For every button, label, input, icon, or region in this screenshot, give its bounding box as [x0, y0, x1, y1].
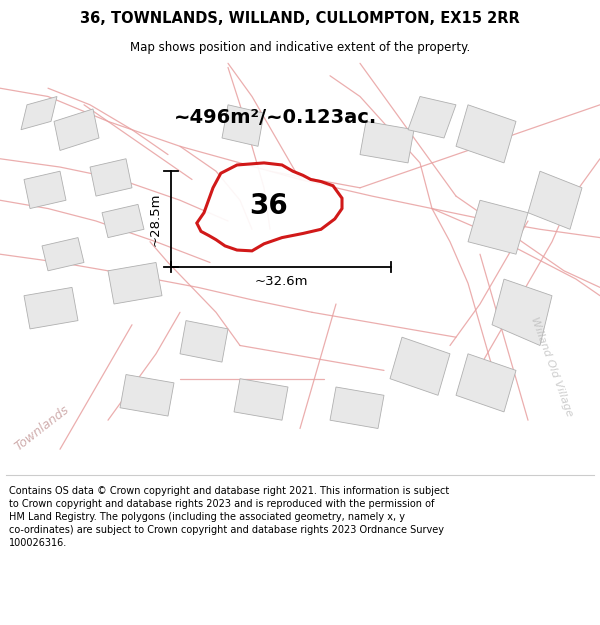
Polygon shape [222, 105, 264, 146]
Text: Townlands: Townlands [12, 403, 72, 454]
Polygon shape [108, 262, 162, 304]
Polygon shape [528, 171, 582, 229]
Text: ~496m²/~0.123ac.: ~496m²/~0.123ac. [175, 107, 377, 127]
Polygon shape [24, 288, 78, 329]
Polygon shape [90, 159, 132, 196]
Polygon shape [234, 379, 288, 420]
Polygon shape [468, 200, 528, 254]
Polygon shape [24, 171, 66, 209]
Polygon shape [21, 96, 57, 130]
Polygon shape [456, 105, 516, 163]
Polygon shape [492, 279, 552, 346]
Text: 36, TOWNLANDS, WILLAND, CULLOMPTON, EX15 2RR: 36, TOWNLANDS, WILLAND, CULLOMPTON, EX15… [80, 11, 520, 26]
Polygon shape [197, 163, 342, 251]
Polygon shape [408, 96, 456, 138]
Polygon shape [120, 374, 174, 416]
Polygon shape [360, 121, 414, 163]
Text: Contains OS data © Crown copyright and database right 2021. This information is : Contains OS data © Crown copyright and d… [9, 486, 449, 548]
Text: ~28.5m: ~28.5m [148, 192, 161, 246]
Polygon shape [456, 354, 516, 412]
Text: Willand Old Village: Willand Old Village [529, 315, 575, 418]
Polygon shape [102, 204, 144, 238]
Polygon shape [390, 338, 450, 395]
Polygon shape [42, 238, 84, 271]
Polygon shape [330, 387, 384, 429]
Polygon shape [54, 109, 99, 151]
Text: 36: 36 [250, 192, 288, 221]
Text: Map shows position and indicative extent of the property.: Map shows position and indicative extent… [130, 41, 470, 54]
Text: ~32.6m: ~32.6m [254, 275, 308, 288]
Polygon shape [180, 321, 228, 362]
